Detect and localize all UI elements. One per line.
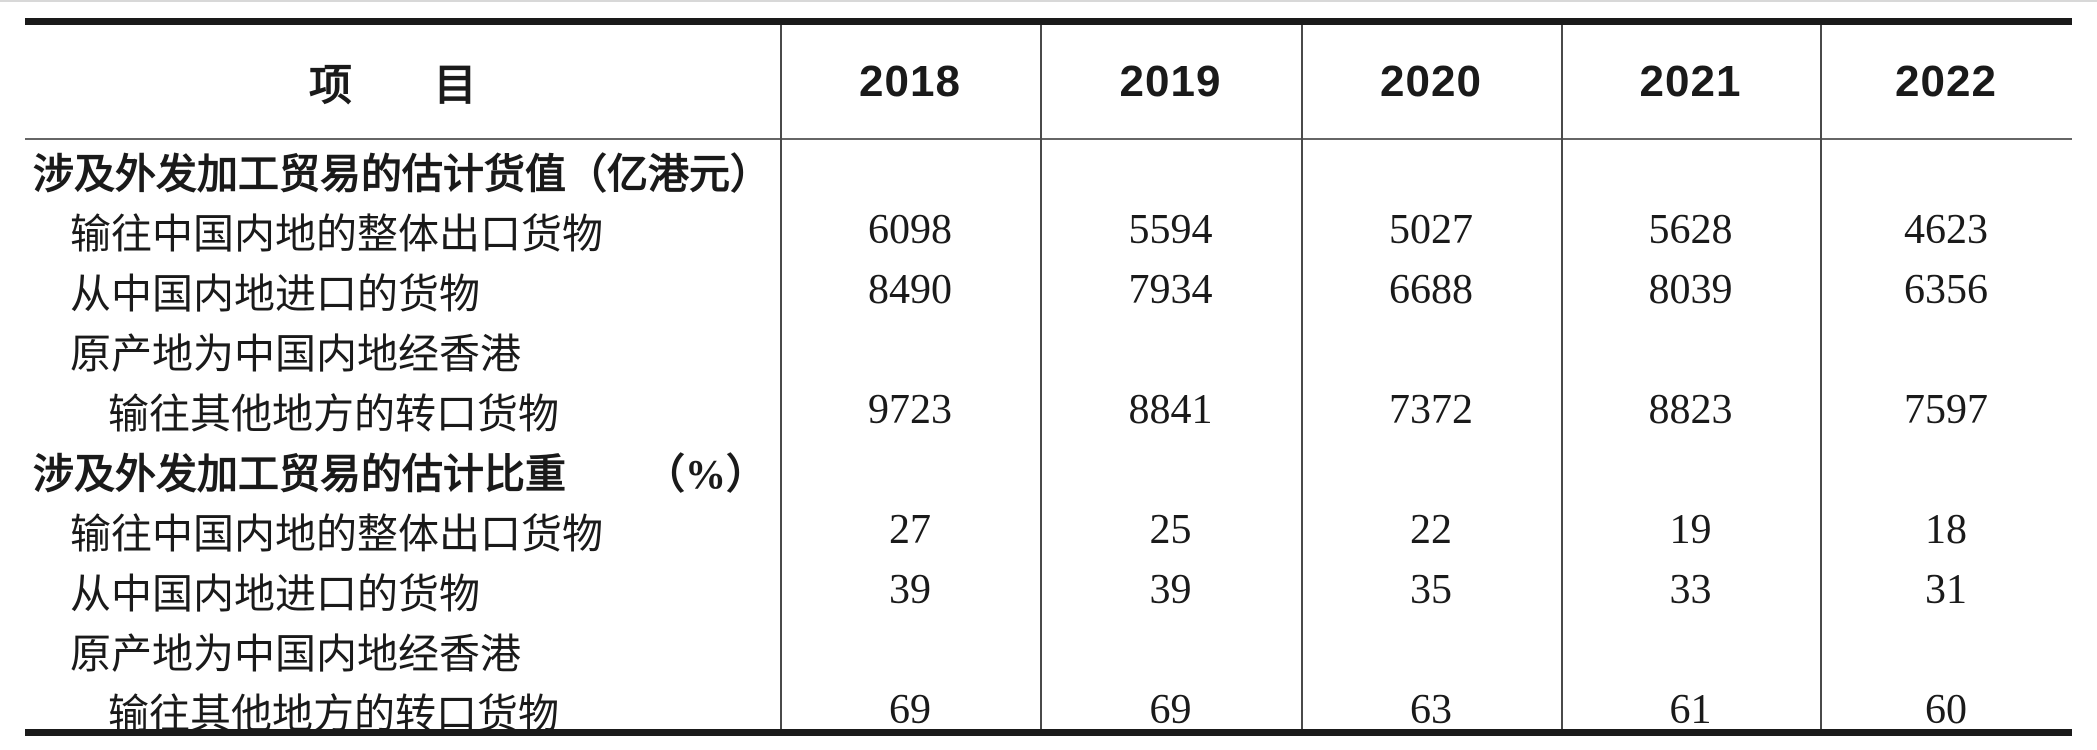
value-2020: 7372 bbox=[1389, 387, 1473, 433]
value-2021: 19 bbox=[1669, 507, 1712, 553]
value-2021: 61 bbox=[1669, 687, 1712, 733]
row-label: 从中国内地进口的货物 bbox=[70, 571, 480, 617]
table-header-row: 项 目 2018 2019 2020 2021 2022 bbox=[25, 25, 2072, 138]
value-2022: 60 bbox=[1925, 687, 1967, 733]
row-label-cell: 涉及外发加工贸易的估计比重 （%） bbox=[25, 440, 780, 500]
value-2021: 8823 bbox=[1648, 387, 1733, 433]
row-label-cell: 输往中国内地的整体出口货物 bbox=[25, 200, 780, 260]
row-label-cell: 输往其他地方的转口货物 bbox=[25, 680, 780, 740]
row-label-cell: 从中国内地进口的货物 bbox=[25, 560, 780, 620]
value-2020: 63 bbox=[1410, 687, 1452, 733]
value-2022: 4623 bbox=[1904, 207, 1988, 253]
value-2020: 22 bbox=[1410, 507, 1452, 553]
table-row: 原产地为中国内地经香港 bbox=[25, 320, 2072, 380]
column-divider bbox=[1561, 25, 1563, 729]
value-2020: 35 bbox=[1410, 567, 1452, 613]
value-2020: 5027 bbox=[1389, 207, 1473, 253]
column-divider bbox=[780, 25, 782, 729]
statistics-table: 项 目 2018 2019 2020 2021 2022 涉及外发加工贸易的估计… bbox=[25, 18, 2072, 737]
value-2020: 6688 bbox=[1389, 267, 1473, 313]
value-2019: 7934 bbox=[1128, 267, 1213, 313]
table-row: 涉及外发加工贸易的估计比重 （%） bbox=[25, 440, 2072, 500]
row-label: 原产地为中国内地经香港 bbox=[70, 331, 521, 377]
row-label-cell: 输往其他地方的转口货物 bbox=[25, 380, 780, 440]
value-2019: 5594 bbox=[1128, 207, 1213, 253]
header-year-2018: 2018 bbox=[859, 56, 961, 106]
row-label-cell: 原产地为中国内地经香港 bbox=[25, 620, 780, 680]
row-label: 原产地为中国内地经香港 bbox=[70, 631, 521, 677]
row-label-cell: 输往中国内地的整体出口货物 bbox=[25, 500, 780, 560]
value-2018: 9723 bbox=[868, 387, 952, 433]
value-2018: 69 bbox=[889, 687, 931, 733]
value-2018: 6098 bbox=[868, 207, 952, 253]
value-2022: 6356 bbox=[1904, 267, 1988, 313]
value-2019: 8841 bbox=[1128, 387, 1213, 433]
table-row: 输往其他地方的转口货物 69 69 63 61 60 bbox=[25, 680, 2072, 740]
column-divider bbox=[1820, 25, 1822, 729]
table-body: 涉及外发加工贸易的估计货值 （亿港元） 输往中国内地的整体出口货物 6098 5… bbox=[25, 140, 2072, 737]
row-label-cell: 原产地为中国内地经香港 bbox=[25, 320, 780, 380]
table-row: 输往中国内地的整体出口货物 6098 5594 5027 5628 4623 bbox=[25, 200, 2072, 260]
value-2018: 39 bbox=[889, 567, 931, 613]
value-2019: 39 bbox=[1149, 567, 1192, 613]
row-unit: （亿港元） bbox=[566, 151, 771, 197]
row-label: 输往其他地方的转口货物 bbox=[108, 691, 559, 737]
value-2022: 7597 bbox=[1904, 387, 1988, 433]
value-2019: 25 bbox=[1149, 507, 1192, 553]
row-label: 从中国内地进口的货物 bbox=[70, 271, 480, 317]
header-year-2019: 2019 bbox=[1119, 56, 1222, 106]
value-2021: 5628 bbox=[1648, 207, 1733, 253]
row-label: 涉及外发加工贸易的估计货值 bbox=[33, 151, 566, 197]
header-year-2021: 2021 bbox=[1639, 56, 1742, 106]
row-label-cell: 涉及外发加工贸易的估计货值 （亿港元） bbox=[25, 140, 780, 200]
value-2019: 69 bbox=[1149, 687, 1192, 733]
column-divider bbox=[1040, 25, 1042, 729]
table-row: 原产地为中国内地经香港 bbox=[25, 620, 2072, 680]
value-2022: 31 bbox=[1925, 567, 1967, 613]
row-label: 涉及外发加工贸易的估计比重 bbox=[33, 451, 566, 497]
page-edge-line bbox=[0, 0, 2097, 2]
table-row: 从中国内地进口的货物 8490 7934 6688 8039 6356 bbox=[25, 260, 2072, 320]
table-bottom-border bbox=[25, 729, 2072, 736]
table-top-border bbox=[25, 18, 2072, 25]
row-label: 输往其他地方的转口货物 bbox=[108, 391, 559, 437]
value-2021: 33 bbox=[1669, 567, 1712, 613]
header-year-2022: 2022 bbox=[1895, 56, 1997, 106]
row-unit: （%） bbox=[644, 451, 767, 497]
column-divider bbox=[1301, 25, 1303, 729]
table-row: 输往中国内地的整体出口货物 27 25 22 19 18 bbox=[25, 500, 2072, 560]
row-label: 输往中国内地的整体出口货物 bbox=[70, 511, 603, 557]
row-label: 输往中国内地的整体出口货物 bbox=[70, 211, 603, 257]
table-row: 输往其他地方的转口货物 9723 8841 7372 8823 7597 bbox=[25, 380, 2072, 440]
header-divider-line bbox=[25, 138, 2072, 140]
header-year-2020: 2020 bbox=[1380, 56, 1482, 106]
table-row: 涉及外发加工贸易的估计货值 （亿港元） bbox=[25, 140, 2072, 200]
row-label-cell: 从中国内地进口的货物 bbox=[25, 260, 780, 320]
value-2021: 8039 bbox=[1648, 267, 1733, 313]
value-2022: 18 bbox=[1925, 507, 1967, 553]
header-item-column: 项 目 bbox=[308, 62, 497, 110]
value-2018: 27 bbox=[889, 507, 931, 553]
value-2018: 8490 bbox=[868, 267, 952, 313]
table-row: 从中国内地进口的货物 39 39 35 33 31 bbox=[25, 560, 2072, 620]
